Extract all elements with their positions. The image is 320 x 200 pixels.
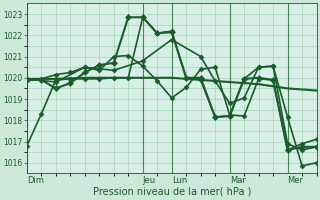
X-axis label: Pression niveau de la mer( hPa ): Pression niveau de la mer( hPa ) [92,187,251,197]
